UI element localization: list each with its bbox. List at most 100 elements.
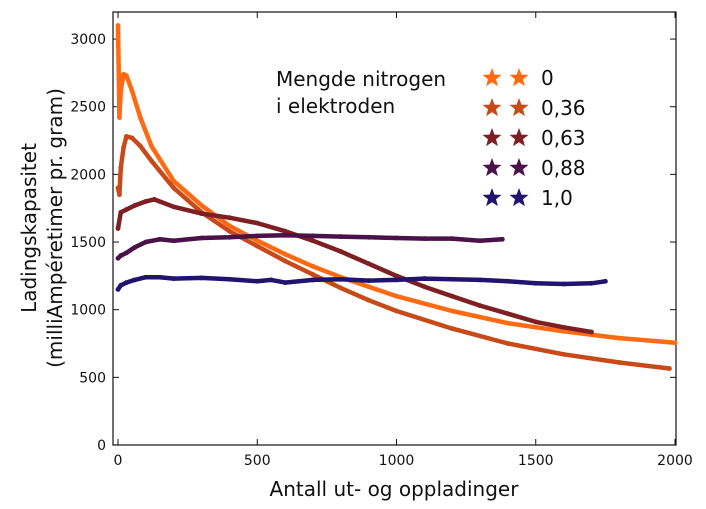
data-point xyxy=(123,134,129,139)
series-3 xyxy=(115,232,505,261)
data-point xyxy=(254,278,260,284)
data-point xyxy=(394,277,399,283)
data-point xyxy=(505,341,511,346)
data-point xyxy=(227,215,232,221)
y-tick-label: 2500 xyxy=(70,100,106,116)
data-point xyxy=(616,335,622,341)
data-point xyxy=(118,209,124,215)
data-point xyxy=(366,297,372,303)
data-point xyxy=(227,276,232,282)
series-4 xyxy=(115,274,608,292)
data-point xyxy=(672,340,678,346)
series-layer xyxy=(115,23,678,371)
data-point xyxy=(449,276,455,282)
legend-label: 0 xyxy=(541,66,554,90)
x-axis-ticks: 0 500 1000 1500 2000 xyxy=(114,12,693,469)
x-tick-label: 2000 xyxy=(657,453,693,469)
data-point xyxy=(118,88,124,93)
data-point xyxy=(449,293,455,299)
data-point xyxy=(505,278,511,284)
data-point xyxy=(157,274,163,280)
data-point xyxy=(421,236,427,242)
data-point xyxy=(449,308,455,314)
data-point xyxy=(116,192,122,198)
data-point xyxy=(421,276,427,281)
data-point xyxy=(254,243,260,249)
data-point xyxy=(123,250,129,256)
data-point xyxy=(533,319,539,325)
data-point xyxy=(227,228,232,234)
legend-star-marker xyxy=(482,98,502,117)
y-tick-label: 0 xyxy=(97,438,106,454)
data-point xyxy=(394,293,399,299)
data-point xyxy=(421,284,427,290)
data-point xyxy=(499,236,505,242)
data-point xyxy=(602,278,608,284)
data-point xyxy=(199,203,204,208)
data-point xyxy=(171,238,177,244)
data-point xyxy=(282,228,288,234)
data-point xyxy=(366,278,372,283)
plot-frame xyxy=(112,11,677,446)
data-point xyxy=(227,234,232,240)
y-axis-title-line2: (milliAmpéretimer pr. gram) xyxy=(43,88,67,368)
legend-label: 0,63 xyxy=(541,126,586,150)
data-point xyxy=(143,199,149,204)
data-point xyxy=(123,207,129,212)
data-point xyxy=(121,144,126,150)
data-point xyxy=(282,258,288,264)
x-tick-label: 1000 xyxy=(379,453,415,469)
data-point xyxy=(115,226,121,231)
data-point xyxy=(227,223,232,229)
data-point xyxy=(282,232,288,238)
data-point xyxy=(129,88,135,93)
legend-item: 1,0 xyxy=(482,186,573,210)
data-point xyxy=(143,274,149,280)
legend-item: 0,63 xyxy=(482,126,586,150)
data-point xyxy=(115,23,121,28)
data-point xyxy=(132,277,138,283)
y-tick-label: 1000 xyxy=(70,303,106,319)
y-axis-title: Ladingskapasitet (milliAmpéretimer pr. g… xyxy=(17,88,67,368)
data-point xyxy=(157,236,163,242)
legend-star-marker xyxy=(509,158,529,177)
data-point xyxy=(338,276,344,282)
y-axis-title-line1: Ladingskapasitet xyxy=(17,143,41,313)
x-axis-title: Antall ut- og oppladinger xyxy=(270,477,520,501)
y-tick-label: 500 xyxy=(79,370,106,386)
data-point xyxy=(561,351,566,357)
data-point xyxy=(254,220,260,226)
data-point xyxy=(394,308,399,314)
legend-item: 0 xyxy=(482,66,554,90)
legend-star-marker xyxy=(509,98,529,117)
data-point xyxy=(477,303,483,309)
data-point xyxy=(533,280,539,286)
data-point xyxy=(123,73,129,78)
legend-label: 0,36 xyxy=(541,96,586,120)
data-point xyxy=(310,272,316,277)
legend-items: 0 0,36 0,63 0,88 1,0 xyxy=(482,66,586,210)
legend-star-marker xyxy=(482,68,502,87)
data-point xyxy=(123,280,129,286)
data-point xyxy=(171,178,177,184)
y-tick-label: 1500 xyxy=(70,235,106,251)
legend-star-marker xyxy=(482,128,502,147)
data-point xyxy=(338,249,344,254)
legend-star-marker xyxy=(482,158,502,177)
data-point xyxy=(151,197,157,202)
data-point xyxy=(282,251,288,257)
data-point xyxy=(171,185,177,191)
data-point xyxy=(505,320,511,326)
data-point xyxy=(338,234,344,240)
y-tick-label: 2000 xyxy=(70,167,106,183)
x-tick-label: 1500 xyxy=(518,453,554,469)
data-point xyxy=(561,324,566,330)
data-point xyxy=(449,236,455,242)
legend-item: 0,36 xyxy=(482,96,586,120)
data-point xyxy=(394,235,399,241)
data-point xyxy=(132,245,138,250)
data-point xyxy=(149,158,154,164)
data-point xyxy=(366,261,372,267)
data-point xyxy=(149,143,154,149)
